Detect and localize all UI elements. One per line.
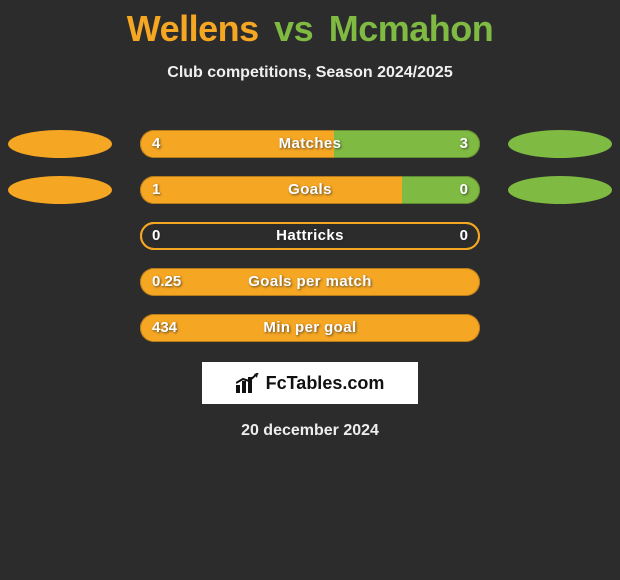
bar-track <box>140 176 480 204</box>
bar-track <box>140 222 480 250</box>
stat-row-goals: Goals10 <box>0 176 620 204</box>
stat-row-gpm: Goals per match0.25 <box>0 268 620 296</box>
bar-fill-right <box>334 130 480 158</box>
stat-row-mpg: Min per goal434 <box>0 314 620 342</box>
team-left-name: Wellens <box>127 8 259 49</box>
side-ellipse-right <box>508 130 612 158</box>
subtitle: Club competitions, Season 2024/2025 <box>0 64 620 82</box>
comparison-infographic: Wellens vs Mcmahon Club competitions, Se… <box>0 0 620 580</box>
stat-rows: Matches43 Goals10 Hattricks00 Goals per mat… <box>0 130 620 342</box>
bar-chart-icon <box>236 373 260 393</box>
side-ellipse-left <box>8 130 112 158</box>
stat-row-matches: Matches43 <box>0 130 620 158</box>
side-ellipse-left <box>8 176 112 204</box>
team-right-name: Mcmahon <box>329 8 494 49</box>
brand-text: FcTables.com <box>266 373 385 394</box>
title-vs: vs <box>274 8 313 49</box>
bar-fill-left <box>140 314 480 342</box>
bar-fill-right <box>402 176 480 204</box>
stat-row-hattricks: Hattricks00 <box>0 222 620 250</box>
bar-fill-left <box>140 130 334 158</box>
bar-track <box>140 130 480 158</box>
footer-date: 20 december 2024 <box>0 422 620 440</box>
side-ellipse-right <box>508 176 612 204</box>
bar-fill-left <box>140 176 402 204</box>
bar-fill-left <box>140 268 480 296</box>
brand-logo: FcTables.com <box>202 362 418 404</box>
bar-track <box>140 268 480 296</box>
bar-track <box>140 314 480 342</box>
page-title: Wellens vs Mcmahon <box>0 0 620 50</box>
